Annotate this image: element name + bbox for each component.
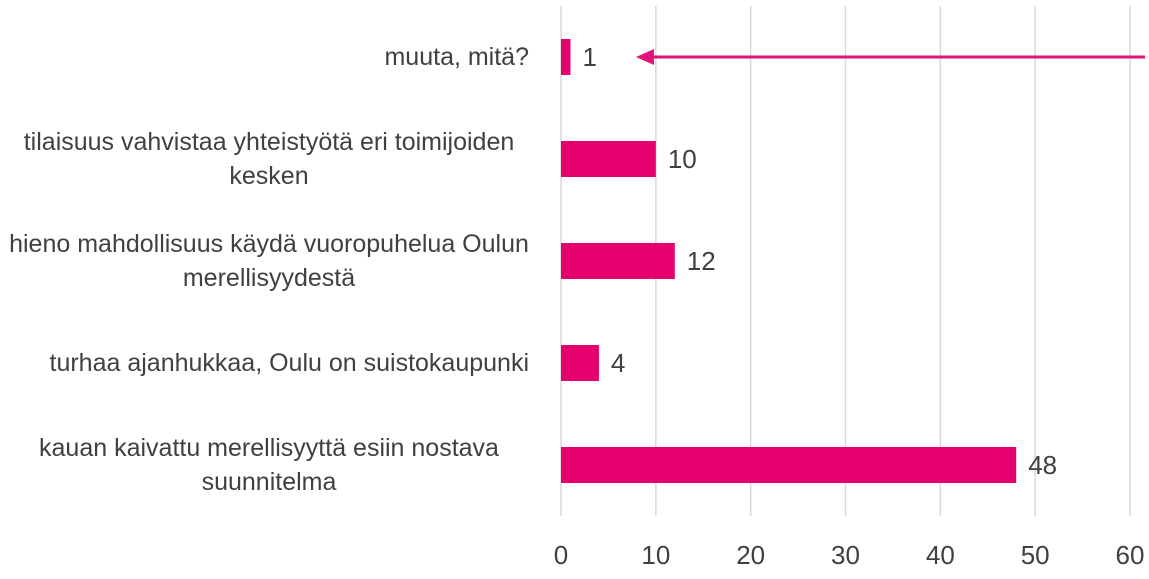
bar bbox=[561, 39, 571, 75]
y-tick-label: kauan kaivattu merellisyyttä esiin nosta… bbox=[39, 434, 499, 496]
bar bbox=[561, 141, 656, 177]
value-label: 1 bbox=[582, 42, 596, 72]
x-tick-label: 0 bbox=[554, 540, 568, 570]
value-label: 48 bbox=[1028, 450, 1057, 480]
bar bbox=[561, 243, 675, 279]
y-tick-label: turhaa ajanhukkaa, Oulu on suistokaupunk… bbox=[49, 349, 530, 377]
x-tick-label: 60 bbox=[1116, 540, 1145, 570]
annotation-arrow bbox=[636, 49, 1145, 65]
value-label: 12 bbox=[687, 246, 716, 276]
bar bbox=[561, 345, 599, 381]
x-tick-label: 20 bbox=[736, 540, 765, 570]
value-label: 4 bbox=[611, 348, 625, 378]
x-tick-label: 40 bbox=[926, 540, 955, 570]
x-tick-label: 50 bbox=[1021, 540, 1050, 570]
y-tick-label: tilaisuus vahvistaa yhteistyötä eri toim… bbox=[23, 128, 515, 190]
y-tick-label: muuta, mitä? bbox=[384, 43, 529, 71]
x-tick-label: 30 bbox=[831, 540, 860, 570]
bar bbox=[561, 447, 1017, 483]
y-tick-label: hieno mahdollisuus käydä vuoropuhelua Ou… bbox=[9, 230, 529, 292]
x-tick-label: 10 bbox=[641, 540, 670, 570]
value-label: 10 bbox=[668, 144, 697, 174]
